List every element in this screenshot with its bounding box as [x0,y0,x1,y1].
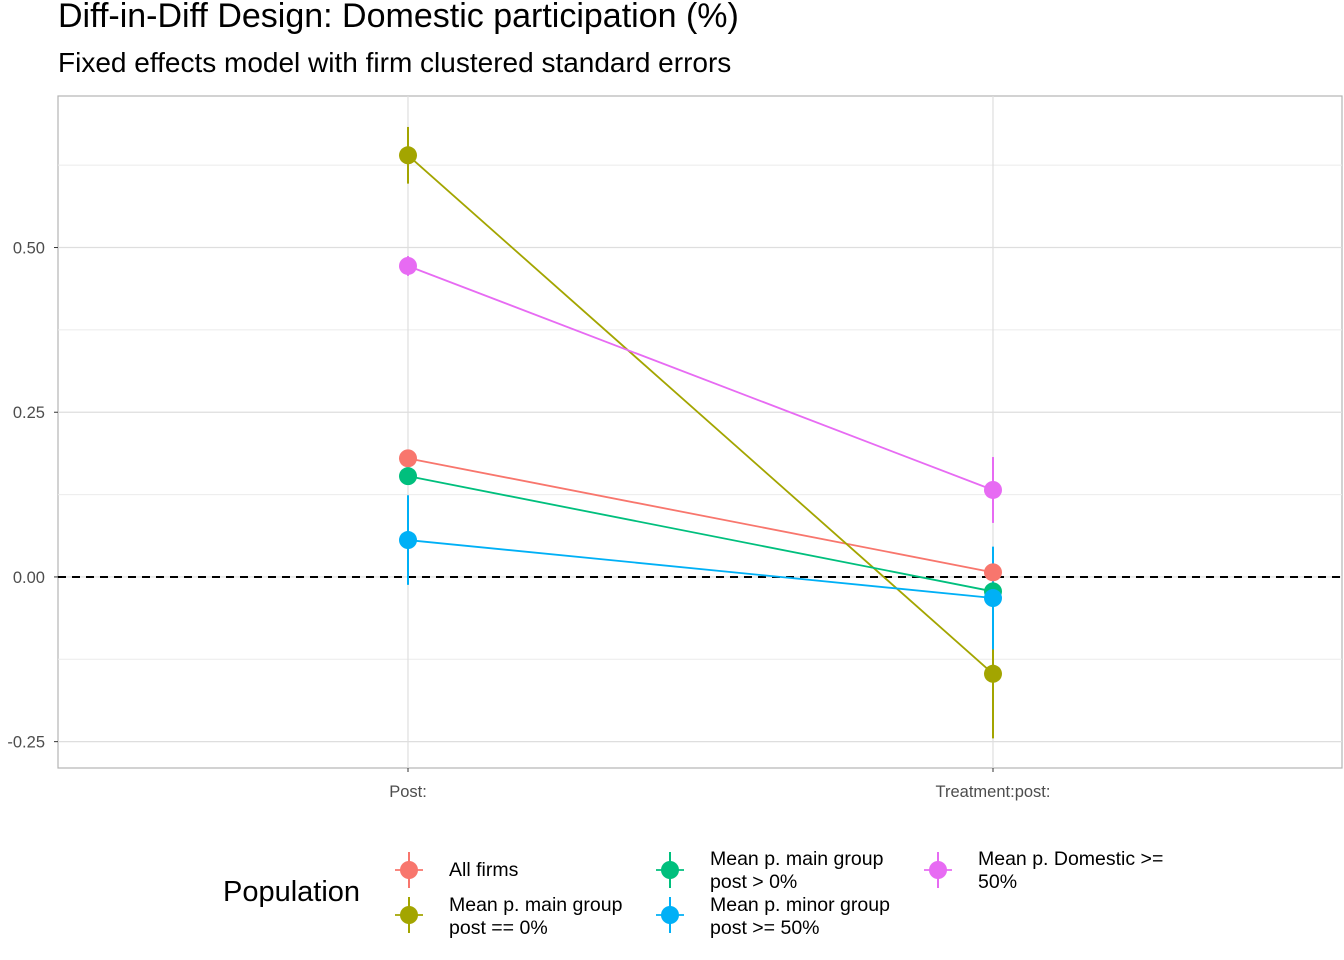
data-point [984,665,1002,683]
legend-label: Mean p. minor group post >= 50% [710,894,890,940]
legend-key-point [400,861,418,879]
legend-key-point [661,906,679,924]
data-point [399,467,417,485]
legend-key-point [400,906,418,924]
legend-key-icon [391,895,427,935]
legend-key-icon [391,850,427,890]
data-point [399,257,417,275]
data-point [984,481,1002,499]
panel-border [58,96,1342,768]
y-tick-label: -0.25 [7,734,45,752]
series-line [408,540,993,598]
series-line [408,476,993,591]
x-tick-label: Post: [389,783,427,801]
data-point [399,531,417,549]
legend-label: Mean p. main group post == 0% [449,894,622,940]
legend-title: Population [223,874,360,910]
x-tick-label: Treatment:post: [936,783,1051,801]
series-line [408,458,993,572]
data-point [399,449,417,467]
legend-key-icon [920,850,956,890]
series-line [408,266,993,490]
legend-key-point [661,861,679,879]
data-point [399,146,417,164]
legend-key-icon [652,850,688,890]
data-point [984,589,1002,607]
y-tick-label: 0.25 [13,404,45,422]
y-tick-label: 0.50 [13,240,45,258]
legend-key-icon [652,895,688,935]
data-point [984,563,1002,581]
series-line [408,155,993,673]
y-tick-label: 0.00 [13,569,45,587]
legend-key-point [929,861,947,879]
legend-label: Mean p. Domestic >= 50% [978,848,1163,894]
legend-label: Mean p. main group post > 0% [710,848,883,894]
legend-label: All firms [449,859,518,882]
